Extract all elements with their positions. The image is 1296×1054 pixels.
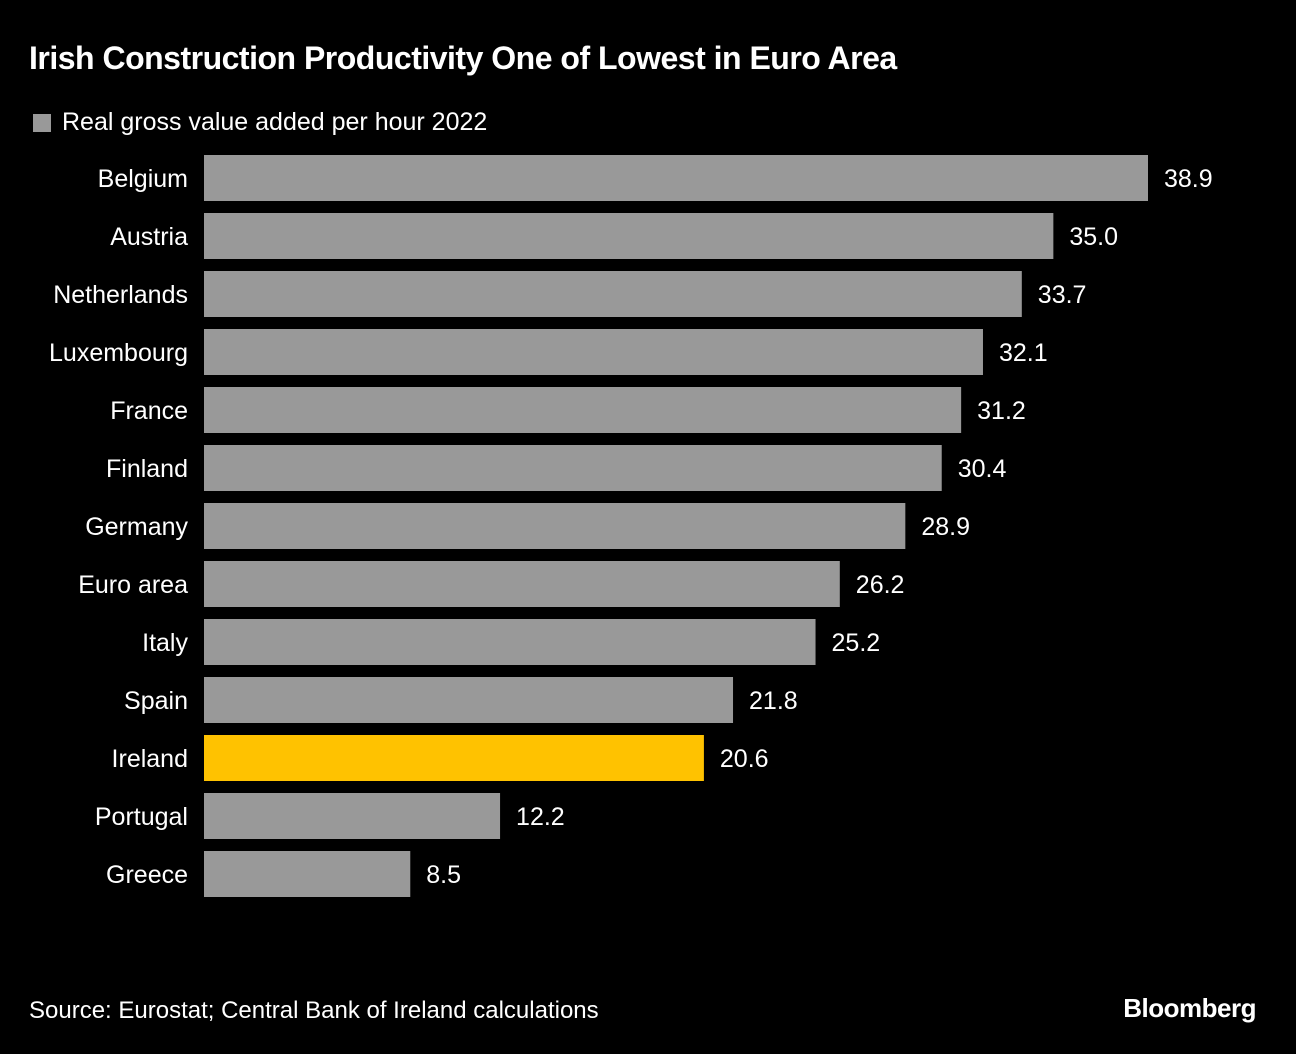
- value-label-portugal: 12.2: [516, 803, 565, 831]
- value-label-germany: 28.9: [921, 513, 970, 541]
- category-label-belgium: Belgium: [98, 165, 188, 193]
- bar-italy: [204, 619, 816, 665]
- bar-luxembourg: [204, 329, 983, 375]
- legend-label: Real gross value added per hour 2022: [62, 108, 488, 136]
- category-label-portugal: Portugal: [95, 803, 188, 831]
- category-label-germany: Germany: [85, 513, 188, 541]
- bar-finland: [204, 445, 942, 491]
- category-label-luxembourg: Luxembourg: [49, 339, 188, 367]
- category-label-austria: Austria: [110, 223, 188, 251]
- category-label-greece: Greece: [106, 861, 188, 889]
- category-label-italy: Italy: [142, 629, 188, 657]
- value-label-italy: 25.2: [832, 629, 881, 657]
- bar-greece: [204, 851, 411, 897]
- value-label-ireland: 20.6: [720, 745, 769, 773]
- category-label-spain: Spain: [124, 687, 188, 715]
- source-note: Source: Eurostat; Central Bank of Irelan…: [29, 997, 599, 1024]
- value-label-france: 31.2: [977, 397, 1026, 425]
- bar-ireland: [204, 735, 704, 781]
- bar-belgium: [204, 155, 1148, 201]
- category-label-finland: Finland: [106, 455, 188, 483]
- bar-netherlands: [204, 271, 1022, 317]
- value-label-finland: 30.4: [958, 455, 1007, 483]
- category-label-euro-area: Euro area: [78, 571, 188, 599]
- value-label-euro-area: 26.2: [856, 571, 905, 599]
- value-label-spain: 21.8: [749, 687, 798, 715]
- legend: Real gross value added per hour 2022: [33, 108, 487, 137]
- value-label-austria: 35.0: [1069, 223, 1118, 251]
- category-label-netherlands: Netherlands: [53, 281, 188, 309]
- bar-portugal: [204, 793, 501, 839]
- category-label-ireland: Ireland: [112, 745, 188, 773]
- value-label-belgium: 38.9: [1164, 165, 1213, 193]
- bar-spain: [204, 677, 734, 723]
- bloomberg-logo: Bloomberg: [1123, 993, 1256, 1023]
- bar-austria: [204, 213, 1054, 259]
- bar-euro-area: [204, 561, 840, 607]
- chart-title: Irish Construction Productivity One of L…: [29, 40, 897, 76]
- legend-swatch: [33, 113, 51, 132]
- bar-germany: [204, 503, 906, 549]
- value-label-greece: 8.5: [426, 861, 461, 889]
- bar-france: [204, 387, 962, 433]
- category-label-france: France: [110, 397, 188, 425]
- value-label-luxembourg: 32.1: [999, 339, 1048, 367]
- value-label-netherlands: 33.7: [1038, 281, 1087, 309]
